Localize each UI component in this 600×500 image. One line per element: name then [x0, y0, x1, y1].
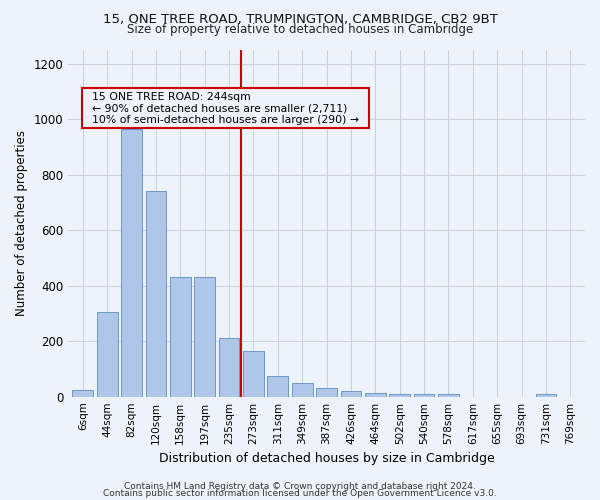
Text: 15, ONE TREE ROAD, TRUMPINGTON, CAMBRIDGE, CB2 9BT: 15, ONE TREE ROAD, TRUMPINGTON, CAMBRIDG… — [103, 12, 497, 26]
Text: Contains HM Land Registry data © Crown copyright and database right 2024.: Contains HM Land Registry data © Crown c… — [124, 482, 476, 491]
Bar — [73, 390, 93, 396]
Bar — [414, 394, 434, 396]
Bar — [292, 383, 313, 396]
Bar — [170, 278, 191, 396]
Bar — [536, 394, 556, 396]
Bar — [219, 338, 239, 396]
Bar — [341, 391, 361, 396]
Text: 15 ONE TREE ROAD: 244sqm  
  ← 90% of detached houses are smaller (2,711)  
  10: 15 ONE TREE ROAD: 244sqm ← 90% of detach… — [85, 92, 366, 125]
Bar — [121, 129, 142, 396]
X-axis label: Distribution of detached houses by size in Cambridge: Distribution of detached houses by size … — [159, 452, 494, 465]
Bar — [146, 192, 166, 396]
Bar — [316, 388, 337, 396]
Text: Size of property relative to detached houses in Cambridge: Size of property relative to detached ho… — [127, 22, 473, 36]
Y-axis label: Number of detached properties: Number of detached properties — [15, 130, 28, 316]
Bar — [97, 312, 118, 396]
Text: Contains public sector information licensed under the Open Government Licence v3: Contains public sector information licen… — [103, 489, 497, 498]
Bar — [389, 394, 410, 396]
Bar — [243, 351, 264, 397]
Bar — [268, 376, 288, 396]
Bar — [194, 278, 215, 396]
Bar — [438, 394, 459, 396]
Bar — [365, 392, 386, 396]
